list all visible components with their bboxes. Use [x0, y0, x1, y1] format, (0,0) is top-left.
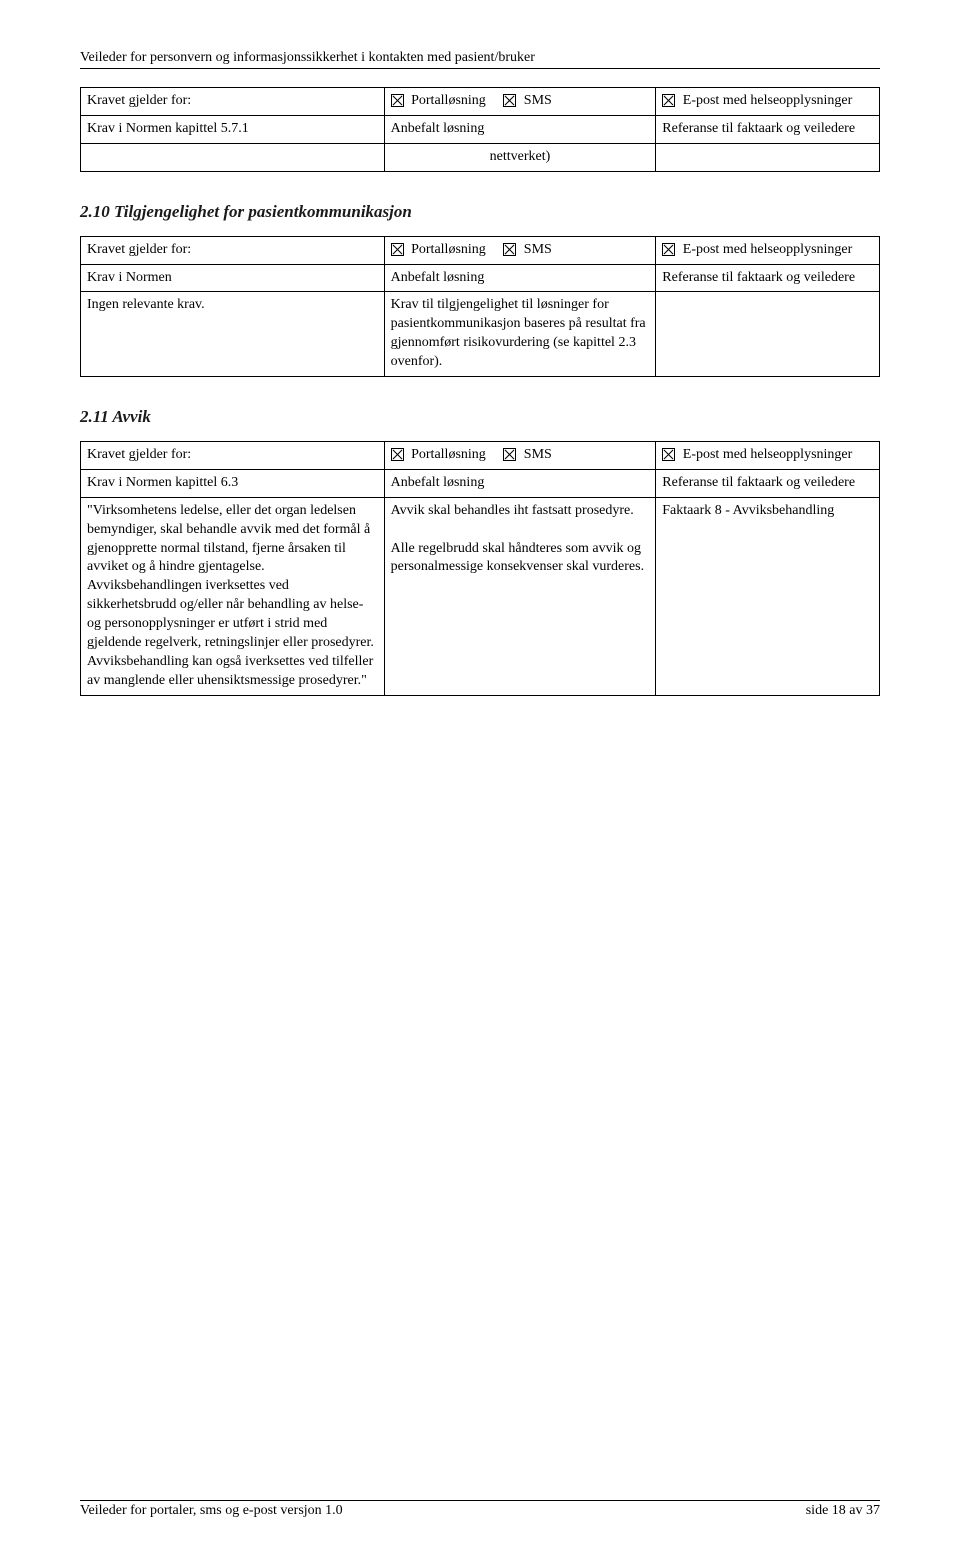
- cell: Avvik skal behandles iht fastsatt prosed…: [384, 497, 656, 695]
- cell: "Virksomhetens ledelse, eller det organ …: [81, 497, 385, 695]
- table-row: Kravet gjelder for: Portalløsning SMS E-…: [81, 236, 880, 264]
- cell-options-right: E-post med helseopplysninger: [656, 88, 880, 116]
- cell: Referanse til faktaark og veiledere: [656, 469, 880, 497]
- table-krav-571: Kravet gjelder for: Portalløsning SMS E-…: [80, 87, 880, 172]
- cell-options-mid: Portalløsning SMS: [384, 236, 656, 264]
- option-text: Portalløsning: [411, 93, 486, 108]
- cell: Referanse til faktaark og veiledere: [656, 264, 880, 292]
- option-text: Portalløsning: [411, 447, 486, 462]
- page-footer: Veileder for portaler, sms og e-post ver…: [80, 1500, 880, 1519]
- cell: Krav i Normen kapittel 5.7.1: [81, 115, 385, 143]
- table-row: "Virksomhetens ledelse, eller det organ …: [81, 497, 880, 695]
- table-row: Krav i Normen kapittel 5.7.1 Anbefalt lø…: [81, 115, 880, 143]
- checkbox-checked-icon: [662, 94, 675, 107]
- cell-text: Avvik skal behandles iht fastsatt prosed…: [391, 503, 634, 518]
- cell-label: Kravet gjelder for:: [81, 236, 385, 264]
- checkbox-checked-icon: [391, 448, 404, 461]
- table-row: Kravet gjelder for: Portalløsning SMS E-…: [81, 88, 880, 116]
- cell: Ingen relevante krav.: [81, 292, 385, 377]
- cell-options-mid: Portalløsning SMS: [384, 442, 656, 470]
- cell: [81, 143, 385, 171]
- cell-label: Kravet gjelder for:: [81, 88, 385, 116]
- cell: nettverket): [384, 143, 656, 171]
- cell: Faktaark 8 - Avviksbehandling: [656, 497, 880, 695]
- cell-label: Kravet gjelder for:: [81, 442, 385, 470]
- label-text: Kravet gjelder for:: [87, 93, 191, 108]
- checkbox-checked-icon: [662, 448, 675, 461]
- cell: Krav i Normen kapittel 6.3: [81, 469, 385, 497]
- table-row: nettverket): [81, 143, 880, 171]
- option-text: E-post med helseopplysninger: [683, 242, 853, 257]
- cell-options-mid: Portalløsning SMS: [384, 88, 656, 116]
- cell-options-right: E-post med helseopplysninger: [656, 236, 880, 264]
- table-row: Krav i Normen Anbefalt løsning Referanse…: [81, 264, 880, 292]
- option-text: E-post med helseopplysninger: [683, 447, 853, 462]
- header-title: Veileder for personvern og informasjonss…: [80, 50, 535, 65]
- footer-left: Veileder for portaler, sms og e-post ver…: [80, 1503, 343, 1519]
- page: Veileder for personvern og informasjonss…: [0, 0, 960, 1549]
- footer-right: side 18 av 37: [806, 1503, 880, 1519]
- option-text: SMS: [524, 93, 552, 108]
- checkbox-checked-icon: [662, 243, 675, 256]
- table-row: Kravet gjelder for: Portalløsning SMS E-…: [81, 442, 880, 470]
- option-text: Portalløsning: [411, 242, 486, 257]
- table-tilgjengelighet: Kravet gjelder for: Portalløsning SMS E-…: [80, 236, 880, 377]
- checkbox-checked-icon: [391, 243, 404, 256]
- option-text: E-post med helseopplysninger: [683, 93, 853, 108]
- cell-options-right: E-post med helseopplysninger: [656, 442, 880, 470]
- table-row: Ingen relevante krav. Krav til tilgjenge…: [81, 292, 880, 377]
- cell: Referanse til faktaark og veiledere: [656, 115, 880, 143]
- checkbox-checked-icon: [503, 243, 516, 256]
- cell: Krav i Normen: [81, 264, 385, 292]
- cell: [656, 292, 880, 377]
- section-heading-210: 2.10 Tilgjengelighet for pasientkommunik…: [80, 202, 880, 222]
- page-header: Veileder for personvern og informasjonss…: [80, 50, 880, 69]
- section-heading-211: 2.11 Avvik: [80, 407, 880, 427]
- cell: Anbefalt løsning: [384, 469, 656, 497]
- checkbox-checked-icon: [503, 448, 516, 461]
- cell: [656, 143, 880, 171]
- label-text: Kravet gjelder for:: [87, 242, 191, 257]
- cell: Krav til tilgjengelighet til løsninger f…: [384, 292, 656, 377]
- label-text: Kravet gjelder for:: [87, 447, 191, 462]
- checkbox-checked-icon: [503, 94, 516, 107]
- option-text: SMS: [524, 242, 552, 257]
- cell-text: Alle regelbrudd skal håndteres som avvik…: [391, 541, 644, 575]
- table-row: Krav i Normen kapittel 6.3 Anbefalt løsn…: [81, 469, 880, 497]
- option-text: SMS: [524, 447, 552, 462]
- table-avvik: Kravet gjelder for: Portalløsning SMS E-…: [80, 441, 880, 696]
- cell: Anbefalt løsning: [384, 264, 656, 292]
- cell: Anbefalt løsning: [384, 115, 656, 143]
- checkbox-checked-icon: [391, 94, 404, 107]
